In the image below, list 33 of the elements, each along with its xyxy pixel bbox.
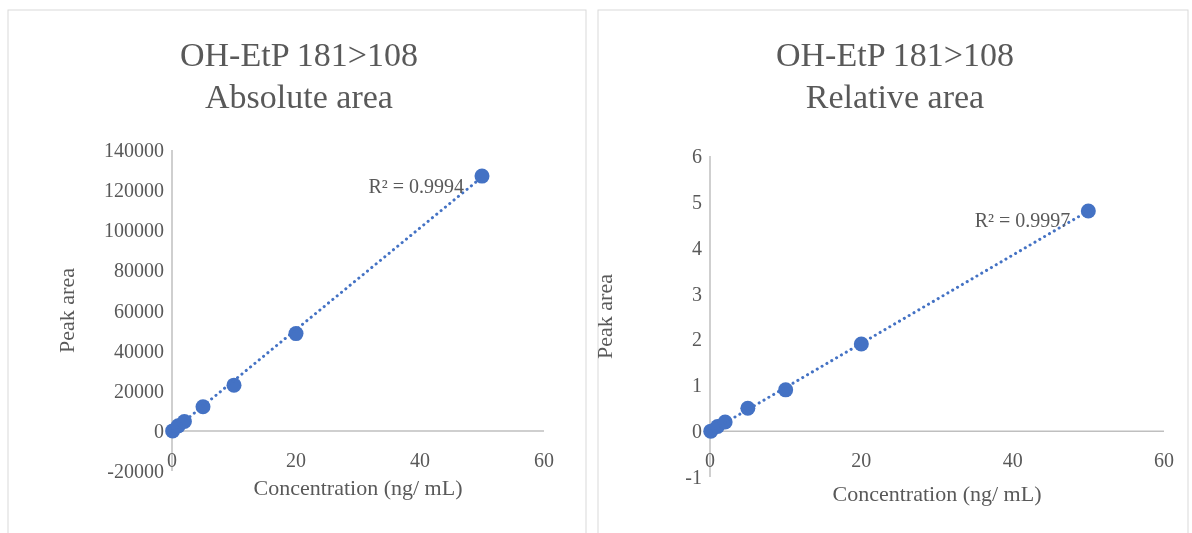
point [176,413,192,429]
y-axis-title: Peak area [592,273,617,359]
y-tick-label: 120000 [104,179,164,202]
y-tick-label: 20000 [114,379,164,402]
x-tick-label: 60 [1154,449,1174,472]
chart-title: OH-EtP 181>108 Absolute area [180,36,418,115]
y-tick-label: -20000 [107,460,164,482]
y-tick-label: 2 [692,328,702,351]
x-tick-label: 20 [851,449,872,472]
y-tick-label: 0 [692,420,702,443]
x-axis-title: Concentration (ng/ mL) [253,475,463,500]
point [474,168,490,184]
y-tick-label: 3 [692,282,702,305]
y-tick-label: -1 [685,466,702,488]
y-tick-label: 140000 [104,139,164,161]
y-tick-label: 100000 [104,219,164,242]
y-tick-label: 4 [692,236,702,259]
annotation: R² = 0.9994 [368,175,464,198]
y-tick-label: 80000 [114,259,164,282]
y-tick-label: 0 [154,419,164,442]
x-tick-label: 40 [1002,449,1023,472]
y-tick-label: 40000 [114,339,164,362]
y-tick-label: 60000 [114,299,164,322]
x-tick-label: 60 [534,448,554,471]
x-tick-label: 20 [286,448,306,471]
y-tick-label: 5 [692,190,702,213]
x-tick-label: 40 [410,448,430,471]
y-tick-label: 6 [692,145,702,167]
y-axis-title: Peak area [54,267,79,353]
annotation: R² = 0.9997 [974,209,1071,232]
y-tick-label: 1 [692,374,702,397]
x-axis-title: Concentration (ng/ mL) [832,481,1042,506]
chart-title: OH-EtP 181>108 Relative area [776,36,1014,115]
